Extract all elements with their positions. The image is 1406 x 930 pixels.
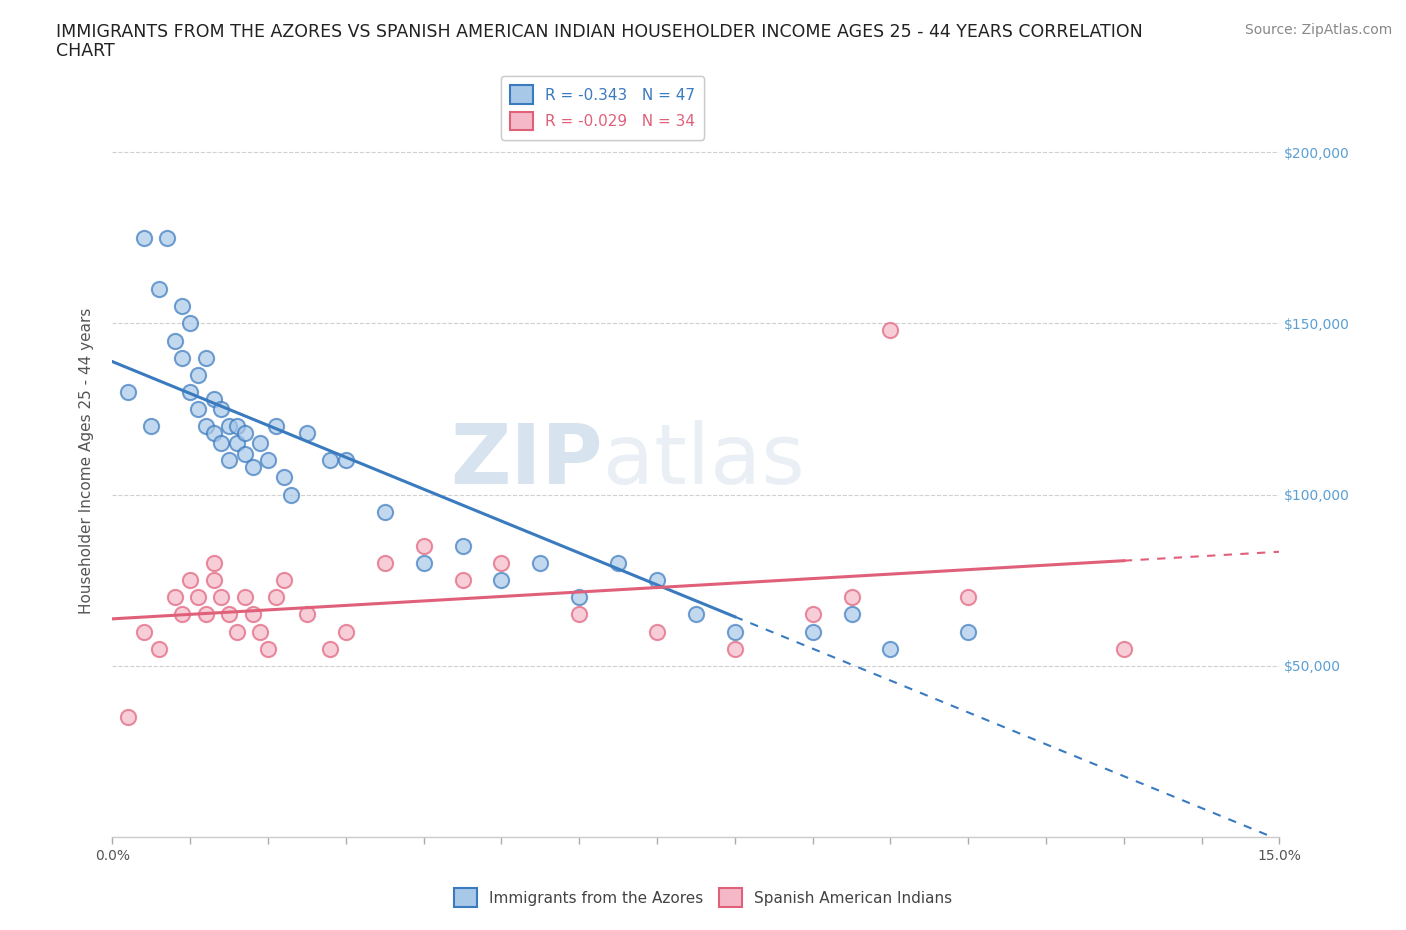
Point (319, 453, 342, 468)
Point (374, 504, 396, 519)
Point (132, 231, 155, 246)
Point (273, 470, 295, 485)
Point (218, 418, 240, 433)
Point (209, 590, 232, 604)
Point (132, 624, 155, 639)
Point (179, 316, 201, 331)
Point (257, 642, 280, 657)
Text: CHART: CHART (56, 42, 115, 60)
Point (529, 555, 551, 570)
Point (295, 426, 318, 441)
Point (209, 402, 232, 417)
Point (202, 392, 225, 406)
Point (233, 446, 256, 461)
Point (156, 231, 179, 246)
Point (645, 573, 668, 588)
Point (724, 642, 747, 657)
Point (273, 573, 295, 588)
Point (319, 642, 342, 657)
Point (194, 418, 217, 433)
Point (242, 607, 264, 622)
Point (957, 590, 980, 604)
Text: atlas: atlas (603, 419, 804, 501)
Point (117, 710, 139, 724)
Point (724, 624, 747, 639)
Point (172, 607, 194, 622)
Point (412, 538, 434, 553)
Point (879, 642, 901, 657)
Point (335, 624, 357, 639)
Legend: R = -0.343   N = 47, R = -0.029   N = 34: R = -0.343 N = 47, R = -0.029 N = 34 (501, 76, 704, 140)
Point (568, 607, 591, 622)
Point (148, 642, 170, 657)
Point (187, 367, 209, 382)
Point (194, 607, 217, 622)
Point (257, 453, 280, 468)
Point (226, 624, 249, 639)
Point (202, 555, 225, 570)
Point (841, 590, 863, 604)
Point (187, 402, 209, 417)
Point (218, 453, 240, 468)
Point (218, 607, 240, 622)
Point (179, 384, 201, 399)
Point (249, 436, 271, 451)
Point (451, 538, 474, 553)
Point (335, 453, 357, 468)
Point (187, 590, 209, 604)
Point (264, 590, 287, 604)
Point (226, 436, 249, 451)
Text: Source: ZipAtlas.com: Source: ZipAtlas.com (1244, 23, 1392, 37)
Point (117, 384, 139, 399)
Point (202, 426, 225, 441)
Point (841, 607, 863, 622)
Point (685, 607, 707, 622)
Point (172, 351, 194, 365)
Point (163, 333, 186, 348)
Y-axis label: Householder Income Ages 25 - 44 years: Householder Income Ages 25 - 44 years (79, 307, 94, 614)
Point (179, 573, 201, 588)
Legend: Immigrants from the Azores, Spanish American Indians: Immigrants from the Azores, Spanish Amer… (449, 883, 957, 913)
Point (249, 624, 271, 639)
Point (233, 590, 256, 604)
Point (568, 590, 591, 604)
Point (412, 555, 434, 570)
Point (491, 555, 513, 570)
Point (801, 607, 824, 622)
Point (491, 573, 513, 588)
Point (172, 299, 194, 313)
Point (1112, 642, 1135, 657)
Point (957, 624, 980, 639)
Text: ZIP: ZIP (450, 419, 603, 501)
Point (295, 607, 318, 622)
Point (280, 487, 302, 502)
Point (209, 436, 232, 451)
Point (194, 351, 217, 365)
Point (226, 418, 249, 433)
Point (879, 323, 901, 338)
Point (645, 624, 668, 639)
Point (801, 624, 824, 639)
Point (233, 426, 256, 441)
Point (202, 573, 225, 588)
Point (242, 459, 264, 474)
Point (163, 590, 186, 604)
Point (607, 555, 630, 570)
Point (374, 555, 396, 570)
Point (141, 418, 163, 433)
Point (451, 573, 474, 588)
Point (264, 418, 287, 433)
Point (148, 282, 170, 297)
Text: IMMIGRANTS FROM THE AZORES VS SPANISH AMERICAN INDIAN HOUSEHOLDER INCOME AGES 25: IMMIGRANTS FROM THE AZORES VS SPANISH AM… (56, 23, 1143, 41)
